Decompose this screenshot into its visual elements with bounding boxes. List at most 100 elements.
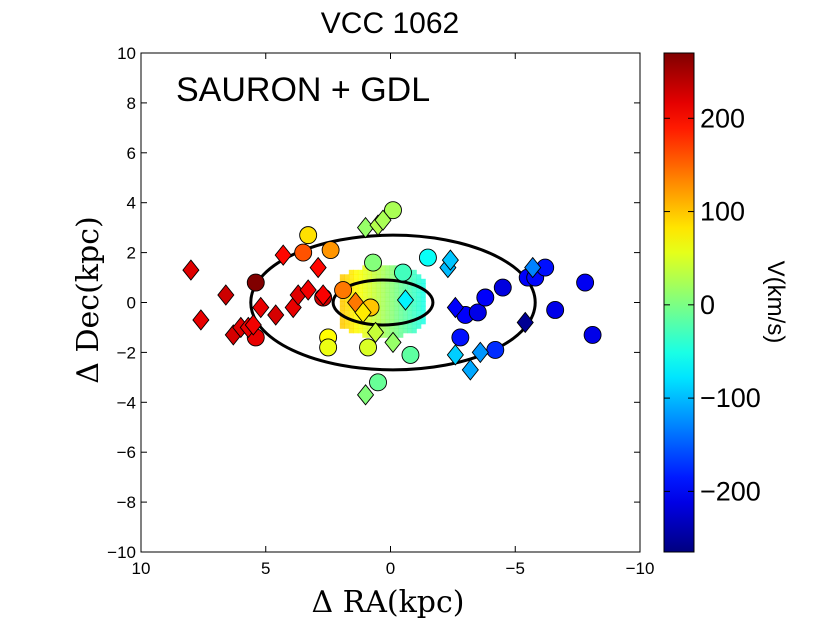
chart-title: VCC 1062 xyxy=(321,7,459,40)
sauron-field-cell xyxy=(362,296,368,302)
sauron-field-cell xyxy=(339,305,345,311)
y-tick-label: −10 xyxy=(107,543,136,562)
y-axis-label: Δ Dec(kpc) xyxy=(71,216,106,383)
circle-point xyxy=(476,288,495,307)
sauron-field-cell xyxy=(362,332,368,338)
y-tick-label: 4 xyxy=(127,194,136,213)
diamond-point xyxy=(314,284,332,306)
sauron-field-cell xyxy=(375,314,381,320)
sauron-field-cell xyxy=(411,292,417,298)
sauron-field-cell xyxy=(411,296,417,302)
sauron-field-cell xyxy=(362,292,368,298)
sauron-field-cell xyxy=(362,283,368,289)
sauron-field-cell xyxy=(402,314,408,320)
sauron-field-cell xyxy=(375,310,381,316)
diamond-point xyxy=(446,344,464,366)
annotation-sauron-gdl: SAURON + GDL xyxy=(176,71,430,109)
sauron-field-cell xyxy=(389,323,395,329)
sauron-field-cell xyxy=(420,305,426,311)
sauron-field-cell xyxy=(393,332,399,338)
circle-point xyxy=(319,338,338,357)
sauron-field-cell xyxy=(416,323,422,329)
sauron-field-cell xyxy=(380,274,386,280)
outer-ellipse xyxy=(249,233,537,372)
sauron-field-cell xyxy=(366,283,372,289)
diamond-point xyxy=(374,209,392,231)
sauron-field-cell xyxy=(416,292,422,298)
circle-point xyxy=(321,241,340,260)
sauron-field-cell xyxy=(420,310,426,316)
sauron-field-cell xyxy=(371,292,377,298)
sauron-field-cell xyxy=(353,314,359,320)
sauron-field-cell xyxy=(375,319,381,325)
diamond-point xyxy=(267,304,285,326)
sauron-field-cell xyxy=(380,332,386,338)
sauron-field-cell xyxy=(357,328,363,334)
circle-point xyxy=(359,338,377,357)
sauron-field-cell xyxy=(398,283,404,289)
sauron-field-cell xyxy=(384,274,390,280)
y-tick-label: −6 xyxy=(117,443,136,462)
sauron-field-cell xyxy=(398,328,404,334)
sauron-field-cell xyxy=(416,274,422,280)
sauron-field-cell xyxy=(402,328,408,334)
circle-point xyxy=(246,273,265,292)
sauron-field-cell xyxy=(393,323,399,329)
sauron-field-cell xyxy=(420,278,426,284)
sauron-field-cell xyxy=(398,323,404,329)
sauron-field-cell xyxy=(389,314,395,320)
colorbar-gradient xyxy=(663,52,695,553)
diamond-point xyxy=(309,256,327,279)
sauron-field-cell xyxy=(357,292,363,298)
sauron-field-cell xyxy=(380,287,386,293)
sauron-field-cell xyxy=(380,269,386,275)
sauron-field-cell xyxy=(353,328,359,334)
sauron-field-cell xyxy=(380,305,386,311)
diamond-point xyxy=(441,249,459,271)
diamond-point xyxy=(356,384,375,406)
sauron-field-cell xyxy=(339,323,345,329)
sauron-field-cell xyxy=(384,319,390,325)
x-tick-label: −5 xyxy=(506,559,525,578)
circle-point xyxy=(486,340,505,359)
sauron-field-cell xyxy=(357,323,363,329)
marker-group xyxy=(182,201,602,406)
sauron-field-cell xyxy=(353,323,359,329)
sauron-field-cell xyxy=(380,314,386,320)
sauron-field-cell xyxy=(411,314,417,320)
diamond-point xyxy=(471,341,489,364)
sauron-field-cell xyxy=(416,310,422,316)
sauron-field-cell xyxy=(411,274,417,280)
ellipse-group xyxy=(249,233,537,372)
sauron-field-cell xyxy=(375,283,381,289)
circle-point xyxy=(418,248,437,267)
sauron-field-cell xyxy=(393,287,399,293)
sauron-field-cell xyxy=(380,265,386,271)
circle-point xyxy=(468,303,487,322)
sauron-field-cell xyxy=(357,274,363,280)
sauron-field-cell xyxy=(348,278,354,284)
sauron-field-cell xyxy=(348,269,354,275)
sauron-field-cell xyxy=(339,310,345,316)
x-tick-label: −10 xyxy=(626,559,655,578)
sauron-field-cell xyxy=(420,283,426,289)
y-tick-label: 2 xyxy=(127,244,136,263)
diamond-point xyxy=(354,301,372,324)
sauron-field-cell xyxy=(344,305,350,311)
sauron-field-cell xyxy=(348,292,354,298)
sauron-field-cell xyxy=(375,287,381,293)
sauron-field-cell xyxy=(411,328,417,334)
sauron-field-cell xyxy=(407,323,413,329)
sauron-field-cell xyxy=(393,328,399,334)
y-tick-label: 8 xyxy=(127,94,136,113)
sauron-field-cell xyxy=(348,305,354,311)
circle-point xyxy=(369,373,387,392)
sauron-field-cell xyxy=(362,319,368,325)
sauron-field-cell xyxy=(366,319,372,325)
colorbar-tick-label: 0 xyxy=(700,290,715,320)
sauron-field-cell xyxy=(384,310,390,316)
sauron-field-cell xyxy=(384,292,390,298)
circle-point xyxy=(583,325,602,344)
